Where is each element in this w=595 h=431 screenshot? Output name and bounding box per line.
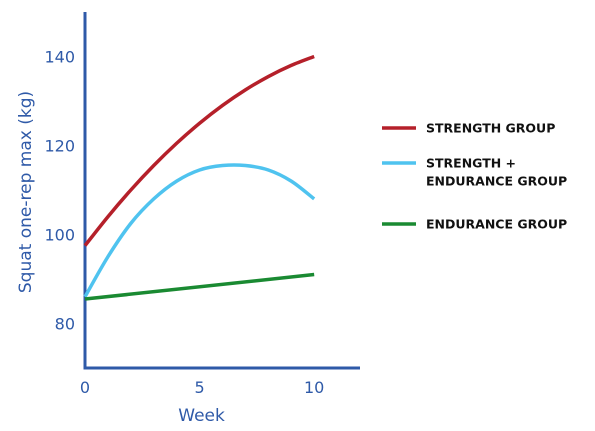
series-line-strength-endurance-group [83,163,316,298]
y-tick-labels: 80 100 120 140 [44,48,75,334]
legend-label-strength-endurance-group: STRENGTH + ENDURANCE GROUP [426,156,567,189]
y-axis-title: Squat one-rep max (kg) [16,91,36,293]
x-tick-label: 0 [80,378,90,397]
y-tick-label: 140 [44,48,75,67]
x-tick-label: 10 [304,378,324,397]
series-line-strength-group [83,54,315,247]
legend-label-strength-group: STRENGTH GROUP [426,121,555,136]
legend: STRENGTH GROUP STRENGTH + ENDURANCE GROUP E… [382,121,567,232]
y-tick-label: 120 [44,137,75,156]
legend-label-endurance-group: ENDURANCE GROUP [426,217,567,232]
y-tick-label: 80 [55,315,75,334]
x-tick-labels: 0 5 10 [80,378,324,397]
x-axis-title: Week [178,406,225,426]
axes [83,12,360,370]
series-line-endurance-group [84,272,315,301]
y-tick-label: 100 [44,226,75,245]
x-tick-label: 5 [194,378,204,397]
series-lines [83,54,316,301]
